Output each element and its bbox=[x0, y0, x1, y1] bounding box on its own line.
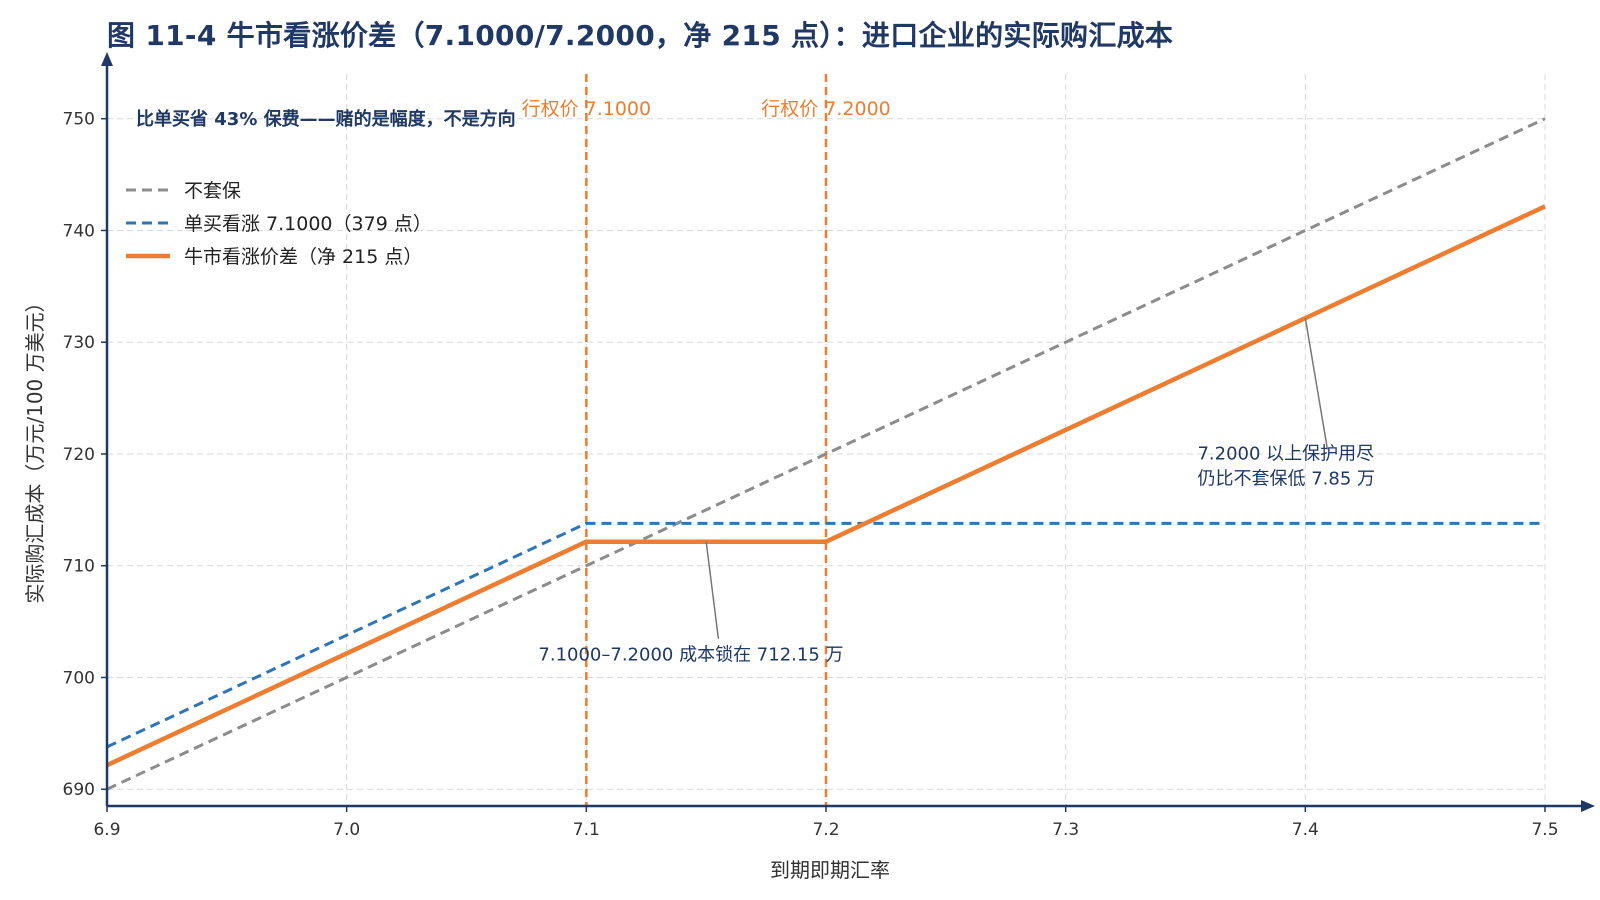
strike-label: 行权价 7.1000 bbox=[522, 98, 652, 120]
axes bbox=[101, 52, 1595, 812]
annotation-text: 仍比不套保低 7.85 万 bbox=[1197, 469, 1375, 490]
annotation-text: 7.2000 以上保护用尽 bbox=[1197, 444, 1374, 465]
x-tick-label: 7.2 bbox=[812, 820, 839, 840]
chart-title: 图 11-4 牛市看涨价差（7.1000/7.2000，净 215 点）：进口企… bbox=[107, 19, 1174, 52]
x-tick-label: 6.9 bbox=[93, 820, 120, 840]
strike-label: 行权价 7.2000 bbox=[761, 98, 891, 120]
x-tick-label: 7.5 bbox=[1531, 820, 1558, 840]
y-tick-label: 710 bbox=[63, 557, 95, 577]
x-axis-arrow bbox=[1581, 800, 1595, 812]
annotations: 7.1000–7.2000 成本锁在 712.15 万 7.2000 以上保护用尽… bbox=[538, 318, 1375, 666]
y-tick-label: 690 bbox=[63, 780, 95, 800]
series-line bbox=[106, 117, 1546, 791]
annotation-arrow bbox=[1304, 318, 1329, 450]
y-tick-label: 750 bbox=[63, 110, 95, 130]
chart-subtitle: 比单买省 43% 保费——赌的是幅度，不是方向 bbox=[136, 108, 516, 130]
x-tick-label: 7.1 bbox=[573, 820, 600, 840]
y-tick-label: 700 bbox=[63, 668, 95, 688]
y-axis-title: 实际购汇成本（万元/100 万美元） bbox=[23, 292, 47, 603]
annotation-text: 7.1000–7.2000 成本锁在 712.15 万 bbox=[538, 645, 843, 666]
y-tick-label: 720 bbox=[63, 445, 95, 465]
tick-labels: 6.9 7.0 7.1 7.2 7.3 7.4 7.5 690 700 710 720 730 740 7… bbox=[63, 110, 1559, 840]
x-tick-label: 7.0 bbox=[333, 820, 360, 840]
x-tick-label: 7.3 bbox=[1052, 820, 1079, 840]
legend-label: 单买看涨 7.1000（379 点） bbox=[184, 213, 432, 235]
y-tick-label: 740 bbox=[63, 221, 95, 241]
x-axis-title: 到期即期汇率 bbox=[770, 858, 890, 882]
annotation-arrow bbox=[705, 541, 720, 639]
legend-label: 不套保 bbox=[184, 180, 241, 202]
series-line bbox=[106, 521, 1545, 749]
x-tick-label: 7.4 bbox=[1292, 820, 1319, 840]
y-axis-arrow bbox=[101, 52, 113, 66]
legend-label: 牛市看涨价差（净 215 点） bbox=[184, 246, 422, 268]
strike-lines: 行权价 7.1000 行权价 7.2000 bbox=[522, 74, 891, 806]
y-tick-label: 730 bbox=[63, 333, 95, 353]
